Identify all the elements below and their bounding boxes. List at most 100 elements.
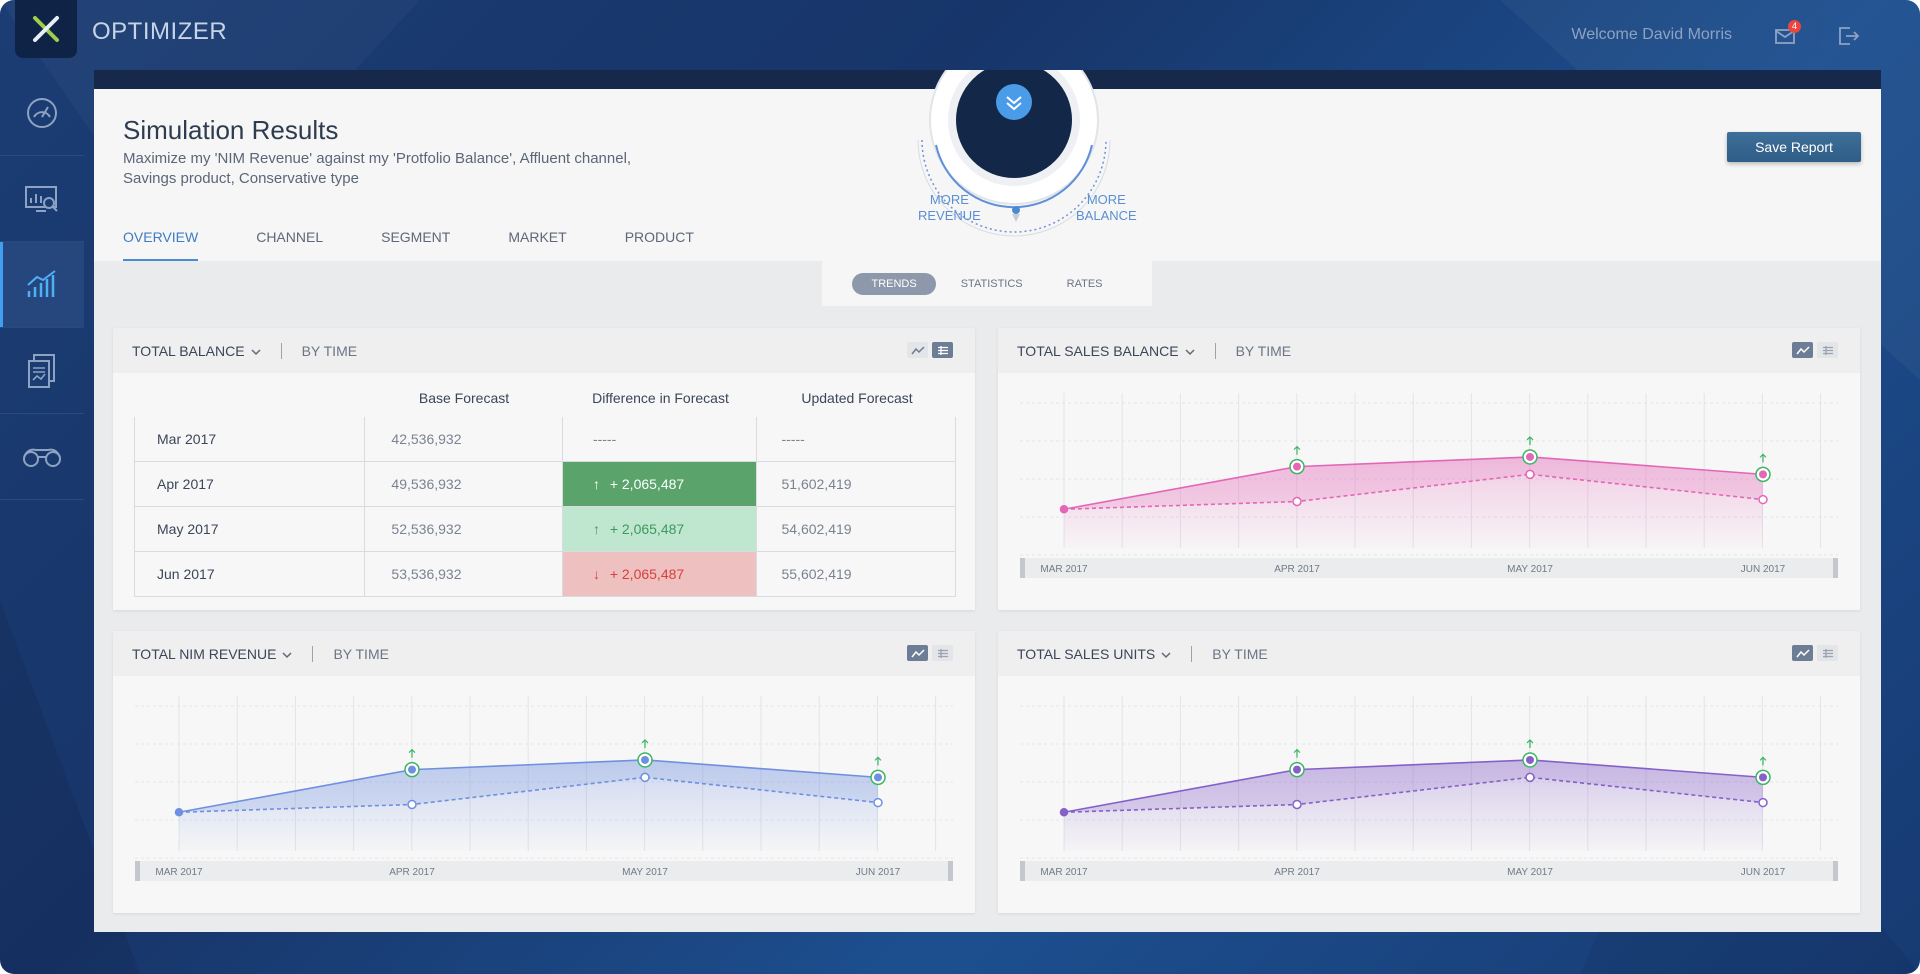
data-point-updated[interactable] [1526, 755, 1534, 764]
data-point-base[interactable] [640, 772, 650, 783]
view-toggle [907, 342, 953, 358]
mail-count-badge: 4 [1788, 20, 1801, 33]
data-point-updated[interactable] [641, 755, 649, 764]
data-point-base[interactable] [873, 797, 883, 808]
tab-market[interactable]: MARKET [508, 229, 567, 245]
data-point-updated[interactable] [1759, 773, 1767, 782]
series-line-base [178, 776, 879, 814]
series-line-base [1063, 473, 1764, 511]
x-axis-scroll-handle-right[interactable] [1833, 861, 1838, 881]
difference-value: + 2,065,487 [609, 476, 685, 492]
x-tick-label: JUN 2017 [1741, 867, 1786, 878]
difference-value: + 2,065,487 [609, 566, 685, 582]
chevron-down-icon[interactable] [251, 343, 261, 359]
data-point-base[interactable] [1525, 772, 1535, 783]
sidebar-item-analytics[interactable] [0, 156, 84, 242]
data-point-base[interactable] [1059, 505, 1069, 514]
x-axis-scroll-track[interactable] [1020, 558, 1838, 578]
data-point-updated[interactable] [1293, 462, 1301, 471]
bar-trend-icon [27, 269, 56, 297]
tab-overview[interactable]: OVERVIEW [123, 229, 199, 261]
tab-channel[interactable]: CHANNEL [256, 229, 324, 245]
card-title[interactable]: TOTAL NIM REVENUE [132, 645, 277, 662]
table-row[interactable]: Apr 2017 49,536,932 ↑ + 2,065,487 51,602… [134, 462, 956, 507]
header-separator [1191, 645, 1193, 662]
cell-difference: ----- [563, 417, 758, 461]
data-point-base[interactable] [1525, 469, 1535, 480]
data-point-updated[interactable] [408, 765, 416, 774]
x-axis-scroll-track[interactable] [1020, 861, 1838, 881]
subtab-trends[interactable]: TRENDS [852, 272, 936, 295]
mail-icon [1775, 29, 1795, 44]
data-point-updated[interactable] [874, 773, 882, 782]
series-area [1064, 759, 1763, 851]
card-total-balance: TOTAL BALANCE BY TIME [113, 328, 975, 610]
difference-band [179, 759, 878, 813]
sidebar-item-dashboard[interactable] [0, 70, 84, 156]
chevron-down-icon[interactable] [1185, 343, 1195, 359]
save-report-button[interactable]: Save Report [1727, 132, 1861, 162]
data-point-base[interactable] [174, 808, 184, 817]
table-view-button[interactable] [1817, 645, 1838, 661]
increase-arrow-icon [1759, 756, 1767, 766]
binoculars-icon [23, 448, 61, 467]
x-axis-scroll-handle-left[interactable] [1020, 861, 1025, 881]
chart-view-button[interactable] [1792, 645, 1813, 661]
table-view-button[interactable] [1817, 342, 1838, 358]
table-view-button[interactable] [932, 645, 953, 661]
difference-value: ----- [592, 431, 617, 447]
line-chart-icon [1795, 648, 1810, 657]
mail-button[interactable] [1772, 22, 1800, 50]
header-separator [1214, 342, 1216, 359]
tradeoff-dial[interactable]: MORE REVENUE MORE BALANCE [854, 35, 1174, 270]
x-axis-scroll-handle-left[interactable] [1020, 558, 1025, 578]
chart-view-button[interactable] [1792, 342, 1813, 358]
app-logo[interactable] [15, 0, 77, 58]
data-point-base[interactable] [1292, 799, 1302, 810]
subtab-rates[interactable]: RATES [1066, 277, 1103, 290]
view-toggle [1792, 645, 1838, 661]
analytics-search-icon [25, 185, 58, 212]
cell-period: May 2017 [135, 507, 366, 551]
chart-view-button[interactable] [907, 645, 928, 661]
tab-segment[interactable]: SEGMENT [381, 229, 451, 245]
data-point-base[interactable] [1758, 494, 1768, 505]
x-tick-label: APR 2017 [389, 867, 435, 878]
x-axis-scroll-handle-left[interactable] [135, 861, 140, 881]
difference-band [1064, 456, 1763, 510]
table-row[interactable]: Jun 2017 53,536,932 ↓ + 2,065,487 55,602… [134, 552, 956, 597]
nim-revenue-chart: MAR 2017 APR 2017 MAY 2017 JUN 2017 [135, 696, 953, 881]
chart-view-button[interactable] [907, 342, 928, 358]
x-axis-scroll-track[interactable] [135, 861, 953, 881]
card-title[interactable]: TOTAL SALES BALANCE [1017, 342, 1179, 359]
data-point-base[interactable] [1292, 496, 1302, 507]
chevron-down-icon[interactable] [1161, 646, 1171, 662]
x-axis-scroll-handle-right[interactable] [948, 861, 953, 881]
dial-label-balance: MORE BALANCE [1076, 192, 1137, 224]
header-separator [280, 342, 282, 359]
data-point-updated[interactable] [1759, 470, 1767, 479]
sidebar-item-reports[interactable] [0, 328, 84, 414]
logout-button[interactable] [1834, 22, 1862, 50]
data-point-base[interactable] [1758, 797, 1768, 808]
card-title[interactable]: TOTAL SALES UNITS [1017, 645, 1156, 662]
data-point-updated[interactable] [1526, 452, 1534, 461]
table-row[interactable]: May 2017 52,536,932 ↑ + 2,065,487 54,602… [134, 507, 956, 552]
subtab-statistics[interactable]: STATISTICS [960, 277, 1023, 290]
card-title[interactable]: TOTAL BALANCE [132, 342, 245, 359]
sidebar-item-explore[interactable] [0, 414, 84, 500]
results-tabs: OVERVIEW CHANNEL SEGMENT MARKET PRODUCT [123, 229, 752, 261]
x-axis-scroll-handle-right[interactable] [1833, 558, 1838, 578]
table-row[interactable]: Mar 2017 42,536,932 ----- ----- [134, 417, 956, 462]
data-point-base[interactable] [1059, 808, 1069, 817]
cell-updated: 54,602,419 [781, 521, 852, 537]
x-tick-label: APR 2017 [1274, 867, 1320, 878]
data-point-base[interactable] [407, 799, 417, 810]
page-description: Maximize my 'NIM Revenue' against my 'Pr… [123, 150, 632, 187]
table-view-button[interactable] [932, 342, 953, 358]
tab-product[interactable]: PRODUCT [624, 229, 694, 245]
chevron-down-icon[interactable] [282, 646, 292, 662]
data-point-updated[interactable] [1293, 765, 1301, 774]
sidebar-item-results[interactable] [0, 242, 84, 328]
page-title: Simulation Results [123, 115, 339, 145]
